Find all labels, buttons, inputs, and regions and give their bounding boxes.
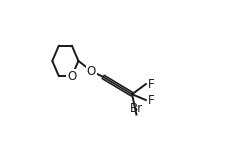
Text: F: F xyxy=(148,94,154,107)
Text: F: F xyxy=(148,78,154,91)
Text: Br: Br xyxy=(130,102,143,115)
Text: O: O xyxy=(67,70,76,83)
Text: O: O xyxy=(87,65,96,78)
